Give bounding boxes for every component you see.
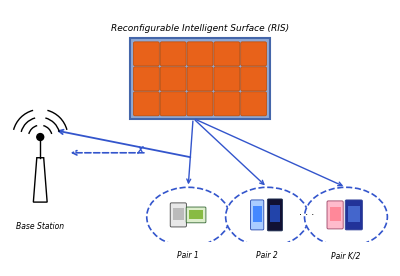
FancyBboxPatch shape — [189, 211, 204, 219]
FancyBboxPatch shape — [134, 67, 159, 91]
Text: Pair K/2: Pair K/2 — [331, 251, 361, 260]
FancyBboxPatch shape — [330, 206, 340, 221]
FancyBboxPatch shape — [327, 201, 343, 229]
FancyBboxPatch shape — [130, 38, 270, 119]
Ellipse shape — [304, 187, 387, 246]
Circle shape — [37, 134, 44, 140]
FancyBboxPatch shape — [270, 206, 280, 222]
FancyBboxPatch shape — [241, 92, 266, 116]
FancyBboxPatch shape — [173, 208, 184, 220]
Text: Pair 1: Pair 1 — [177, 251, 199, 260]
FancyBboxPatch shape — [134, 92, 159, 116]
Ellipse shape — [147, 187, 230, 246]
FancyBboxPatch shape — [214, 67, 240, 91]
FancyBboxPatch shape — [253, 206, 262, 222]
FancyBboxPatch shape — [241, 42, 266, 66]
Text: . . .: . . . — [299, 207, 314, 217]
Text: ✗: ✗ — [136, 146, 146, 156]
FancyBboxPatch shape — [187, 92, 213, 116]
FancyBboxPatch shape — [241, 67, 266, 91]
FancyBboxPatch shape — [170, 203, 186, 227]
FancyBboxPatch shape — [214, 42, 240, 66]
Text: Reconfigurable Intelligent Surface (RIS): Reconfigurable Intelligent Surface (RIS) — [111, 25, 289, 33]
FancyBboxPatch shape — [348, 206, 360, 222]
FancyBboxPatch shape — [160, 42, 186, 66]
Ellipse shape — [226, 187, 308, 246]
FancyBboxPatch shape — [267, 199, 282, 231]
Polygon shape — [33, 158, 47, 202]
FancyBboxPatch shape — [250, 200, 264, 230]
Text: Pair 2: Pair 2 — [256, 251, 278, 260]
FancyBboxPatch shape — [187, 67, 213, 91]
FancyBboxPatch shape — [345, 200, 362, 230]
FancyBboxPatch shape — [160, 92, 186, 116]
FancyBboxPatch shape — [134, 42, 159, 66]
Text: Base Station: Base Station — [16, 222, 64, 231]
FancyBboxPatch shape — [186, 207, 206, 223]
FancyBboxPatch shape — [187, 42, 213, 66]
FancyBboxPatch shape — [214, 92, 240, 116]
FancyBboxPatch shape — [160, 67, 186, 91]
